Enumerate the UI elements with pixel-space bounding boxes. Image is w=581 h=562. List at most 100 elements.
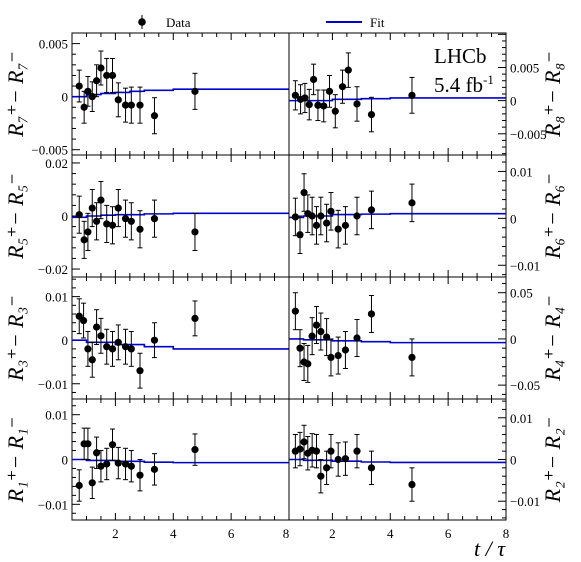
data-point	[103, 343, 111, 351]
data-point	[121, 460, 130, 468]
panel-R5: −0.02 0 0.02 R₅⁺− R₅⁻	[3, 154, 290, 278]
y-tick-label: 0	[510, 211, 517, 226]
data-point	[323, 219, 331, 227]
data-point	[108, 71, 117, 80]
fit-line	[72, 212, 289, 219]
fit-line	[289, 338, 506, 344]
y-tick-label: 0	[510, 332, 517, 347]
data-point	[312, 321, 321, 329]
data-point	[121, 215, 130, 223]
data-point	[317, 212, 325, 220]
legend-data-label: Data	[166, 15, 191, 30]
y-tick-label: −0.01	[510, 258, 540, 273]
panel-R2: 2 4 6 8 −0.01 0 0.01 R₂⁺− R₂⁻	[288, 398, 565, 541]
data-point	[338, 83, 347, 91]
luminosity-label: 5.4 fb-1	[434, 72, 494, 97]
data-point	[305, 101, 313, 109]
data-point	[353, 334, 361, 342]
data-point	[88, 204, 96, 212]
data-point	[75, 82, 83, 90]
data-point	[114, 204, 122, 212]
data-point	[92, 449, 101, 457]
data-point	[353, 212, 361, 220]
panel-R6: −0.01 0 0.01 R₆⁺− R₆⁻	[288, 154, 565, 278]
fit-line	[72, 88, 289, 98]
luminosity-value: 5.4 fb	[434, 73, 483, 97]
data-point	[136, 471, 144, 479]
data-point	[334, 351, 342, 360]
data-point	[317, 327, 325, 336]
data-point	[150, 465, 159, 473]
data-point	[301, 94, 309, 102]
x-tick-label: 2	[329, 526, 336, 541]
y-axis-label: R₃⁺− R₃⁻	[3, 295, 28, 382]
y-axis-label: R₈⁺− R₈⁻	[540, 51, 565, 138]
data-point	[79, 316, 88, 325]
data-point	[84, 87, 92, 95]
data-point	[327, 447, 335, 455]
data-point	[127, 217, 135, 225]
data-point	[367, 110, 376, 119]
data-point	[300, 188, 308, 197]
x-tick-label: 4	[387, 526, 394, 541]
data-point	[103, 71, 111, 80]
x-axis-label: t / τ	[474, 536, 506, 561]
data-point	[314, 101, 322, 109]
panel-R4: −0.05 0 0.05 R₄⁺− R₄⁻	[288, 276, 565, 400]
data-point	[408, 91, 416, 99]
y-tick-label: 0	[62, 90, 69, 105]
y-axis-label: R₇⁺− R₇⁻	[3, 51, 28, 138]
data-point	[291, 91, 299, 99]
data-point	[75, 312, 83, 320]
data-point	[97, 196, 105, 204]
data-point	[312, 221, 321, 229]
x-tick-label: 6	[445, 526, 452, 541]
y-tick-label: −0.005	[31, 143, 68, 158]
panel-frame	[288, 276, 507, 400]
y-axis-label: R₁⁺− R₁⁻	[3, 417, 28, 504]
data-point	[103, 460, 111, 468]
data-point	[308, 332, 316, 340]
data-point	[121, 343, 130, 351]
fit-line	[289, 212, 506, 219]
data-point	[191, 446, 199, 454]
data-point	[136, 225, 144, 233]
data-point	[341, 346, 350, 354]
y-tick-label: 0	[510, 94, 517, 109]
data-point	[327, 353, 335, 362]
data-point	[88, 356, 96, 364]
data-point	[291, 213, 299, 221]
data-point	[88, 479, 96, 487]
data-point	[114, 459, 122, 467]
y-tick-label: 0.01	[510, 164, 533, 179]
data-point	[108, 221, 117, 229]
data-point	[353, 100, 361, 108]
data-point	[317, 472, 325, 480]
y-tick-label: 0	[510, 453, 517, 468]
data-point	[191, 314, 199, 322]
y-tick-label: 0.01	[45, 408, 68, 423]
y-axis-label: R₅⁺− R₅⁻	[3, 173, 28, 260]
data-point	[150, 336, 159, 344]
data-point	[367, 310, 376, 318]
x-tick-label: 8	[283, 526, 290, 541]
y-tick-label: −0.005	[510, 127, 547, 142]
panel-R7: −0.005 0 0.005 R₇⁺− R₇⁻	[3, 32, 290, 158]
data-point	[367, 464, 376, 472]
data-point	[408, 480, 416, 489]
y-axis-label: R₂⁺− R₂⁻	[540, 417, 565, 504]
y-tick-label: 0.005	[510, 60, 539, 75]
legend: Data Fit	[138, 15, 385, 30]
experiment-name: LHCb	[434, 44, 487, 68]
y-tick-label: 0.005	[39, 37, 68, 52]
data-point	[121, 101, 130, 109]
x-tick-label: 6	[228, 526, 235, 541]
y-tick-label: 0.01	[510, 411, 533, 426]
panel-R3: −0.01 0 0.01 R₃⁺− R₃⁻	[3, 276, 290, 400]
x-tick-label: 8	[503, 526, 510, 541]
data-point	[97, 64, 105, 72]
y-tick-label: −0.01	[38, 377, 68, 392]
fit-line	[72, 339, 289, 350]
data-point	[127, 101, 135, 109]
